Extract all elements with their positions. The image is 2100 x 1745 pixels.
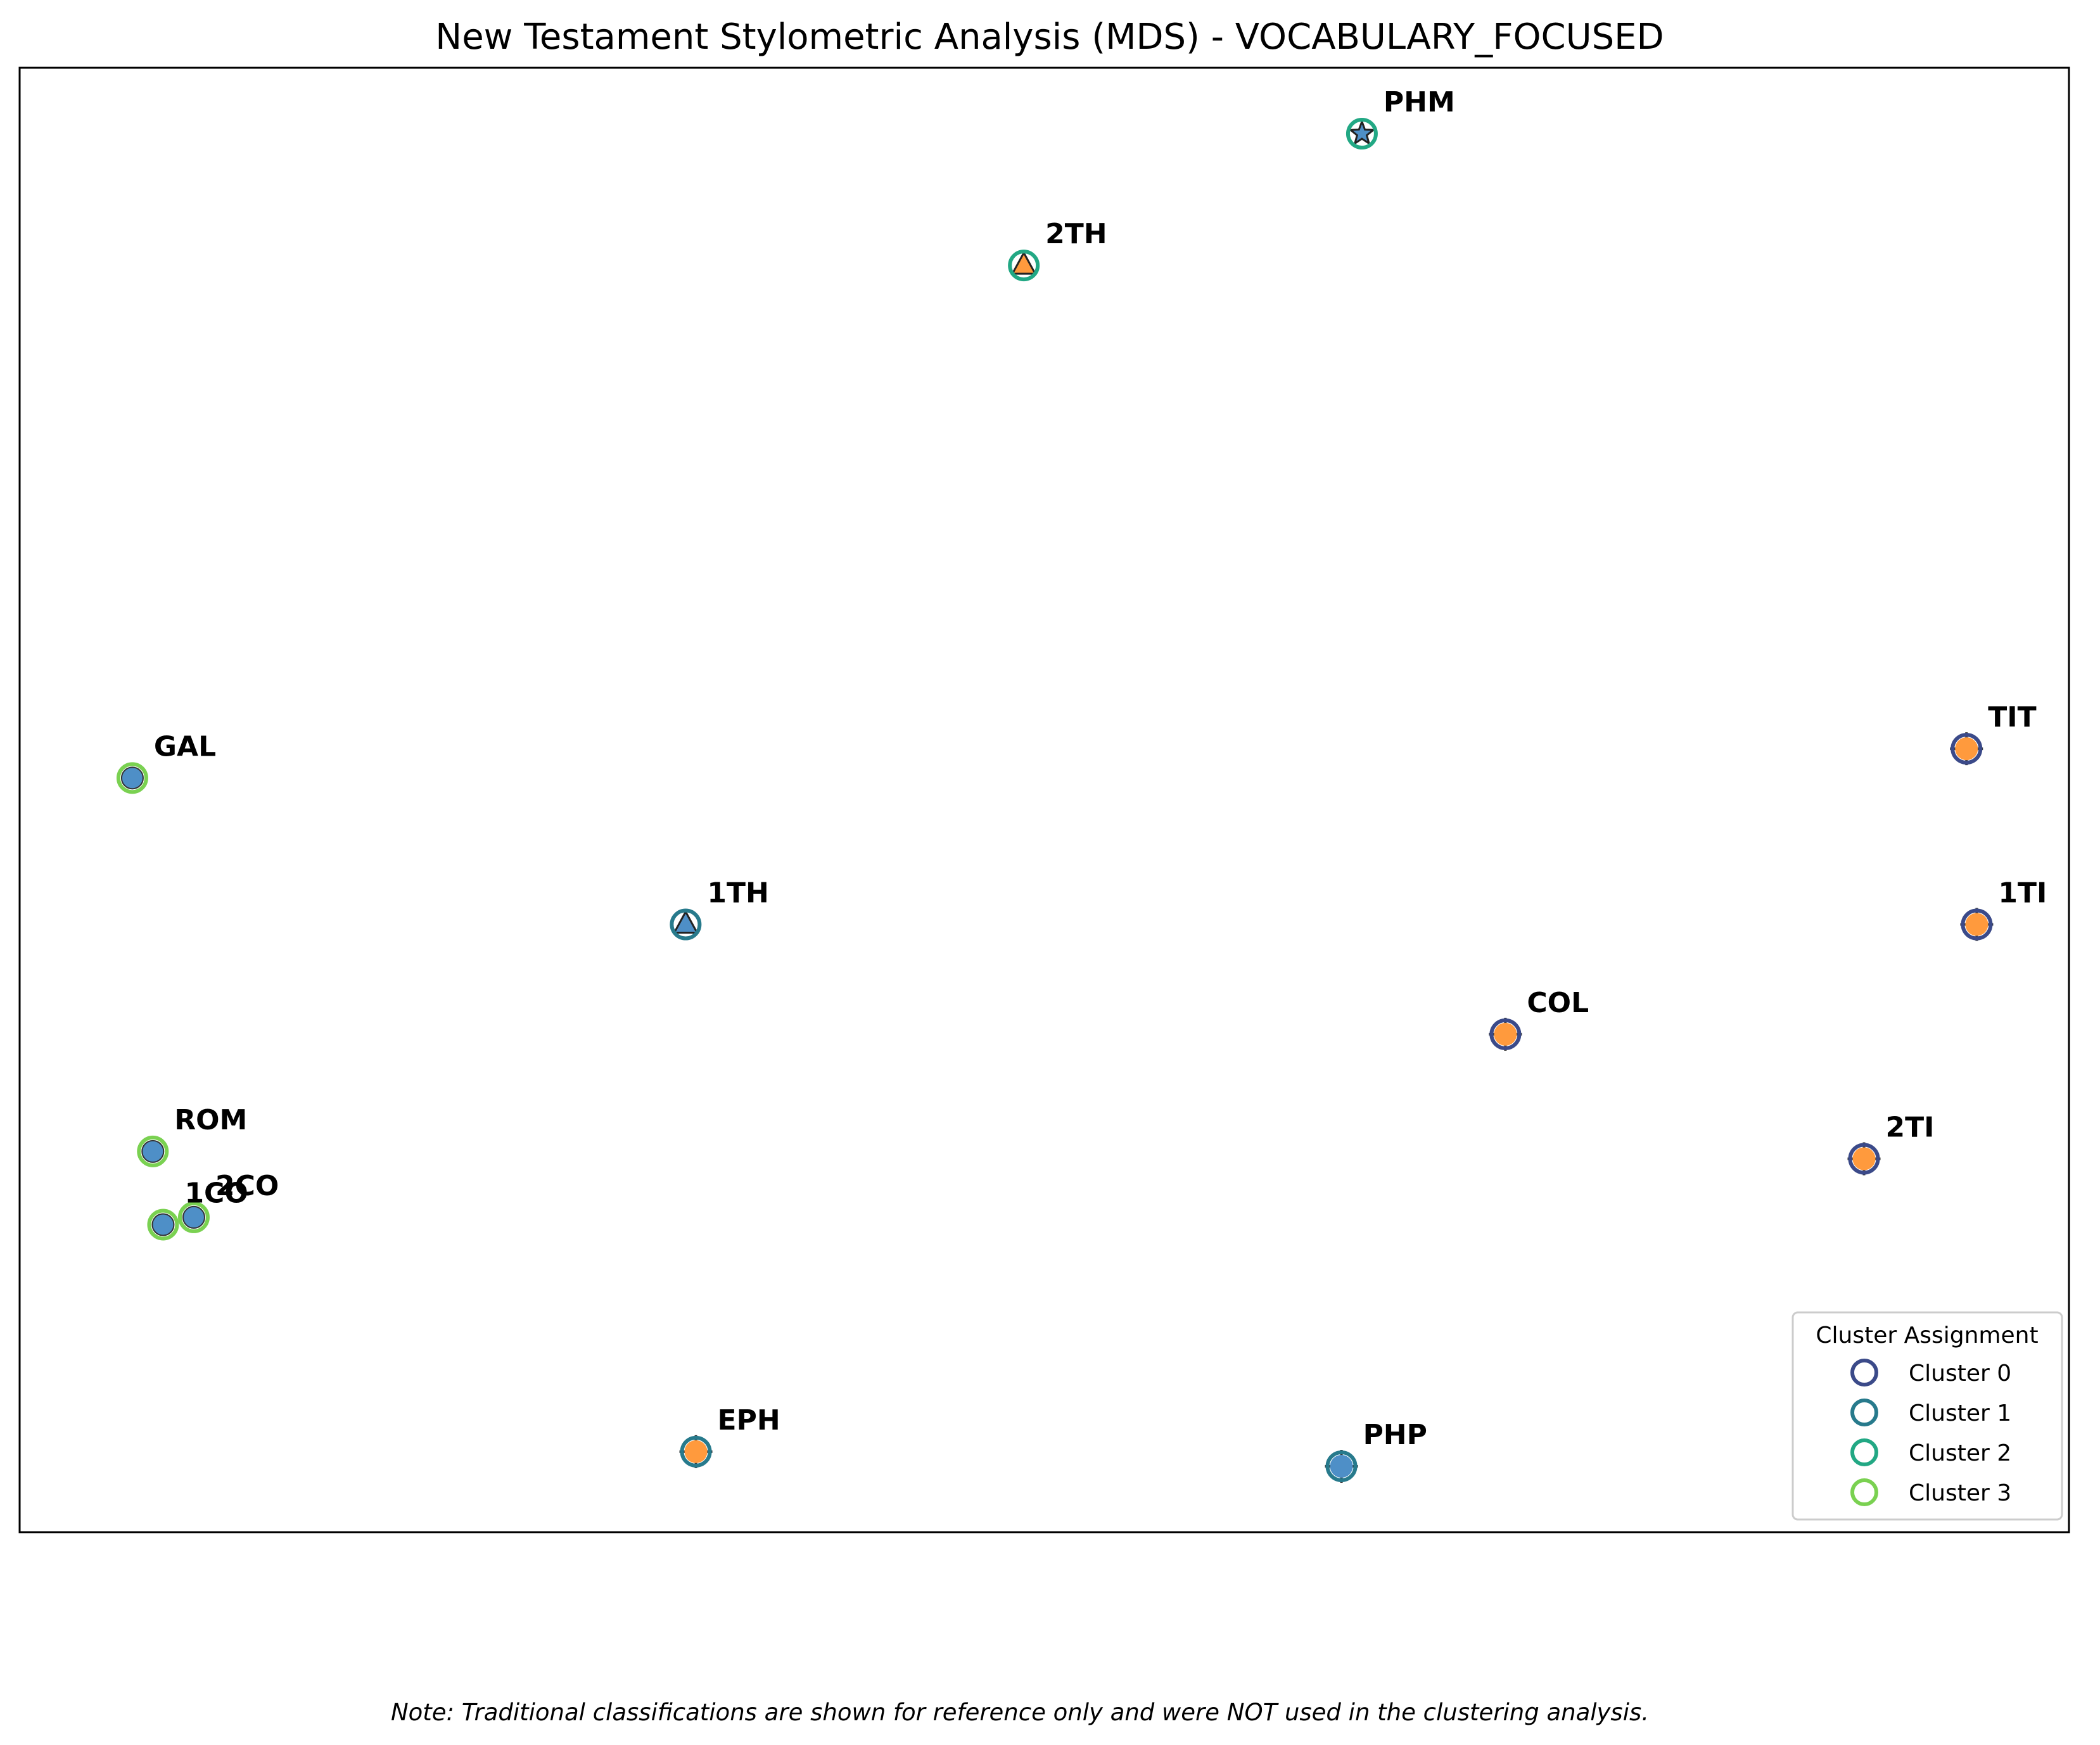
legend-label-cluster-1: Cluster 1 xyxy=(1909,1400,2011,1426)
point-marker-tit xyxy=(1955,737,1978,761)
legend-marker-cluster-1 xyxy=(1850,1399,1878,1426)
cluster-ring-rom xyxy=(137,1135,169,1167)
cluster-ring-1co xyxy=(147,1209,179,1241)
point-label-gal: GAL xyxy=(154,730,216,763)
cluster-ring-1th xyxy=(670,908,702,941)
point-label-2co: 2CO xyxy=(215,1170,279,1202)
plot-area-frame xyxy=(18,67,2070,1533)
point-phm xyxy=(1346,118,1378,150)
point-1ti xyxy=(1960,908,1994,941)
point-label-rom: ROM xyxy=(174,1104,247,1136)
legend-label-cluster-0: Cluster 0 xyxy=(1909,1361,2011,1386)
cluster-ring-gal xyxy=(116,762,148,794)
cluster-ring-2co xyxy=(177,1201,210,1233)
cluster-ring-php xyxy=(1325,1450,1358,1482)
point-label-tit: TIT xyxy=(1988,701,2036,733)
point-marker-1th xyxy=(672,910,699,934)
legend-entries: Cluster 0 Cluster 1 Cluster 2 Cluster 3 xyxy=(1850,1359,2011,1506)
points-layer xyxy=(116,118,1994,1483)
point-1th xyxy=(670,908,702,941)
point-2co xyxy=(177,1201,210,1233)
point-label-eph: EPH xyxy=(718,1404,780,1437)
legend-marker-cluster-3 xyxy=(1850,1478,1878,1506)
point-label-php: PHP xyxy=(1363,1419,1427,1451)
cluster-ring-2th xyxy=(1008,250,1040,282)
point-label-col: COL xyxy=(1527,987,1589,1019)
point-marker-col xyxy=(1494,1022,1517,1046)
point-label-2ti: 2TI xyxy=(1886,1111,1935,1143)
point-marker-php xyxy=(1330,1454,1353,1478)
cluster-ring-eph xyxy=(680,1435,712,1468)
point-gal xyxy=(116,762,148,794)
point-1co xyxy=(147,1209,179,1241)
legend-entry-cluster-1: Cluster 1 xyxy=(1850,1399,2011,1426)
point-php xyxy=(1325,1449,1358,1483)
point-eph xyxy=(679,1435,713,1468)
point-marker-rom xyxy=(141,1139,165,1163)
point-marker-2co xyxy=(182,1205,205,1229)
point-marker-2ti xyxy=(1852,1147,1876,1171)
point-marker-gal xyxy=(120,766,144,790)
point-marker-1co xyxy=(151,1213,175,1236)
legend-title: Cluster Assignment xyxy=(1816,1323,2038,1348)
point-marker-phm xyxy=(1347,118,1377,146)
point-2ti xyxy=(1847,1142,1881,1176)
point-marker-eph xyxy=(684,1440,708,1463)
point-label-1co: 1CO xyxy=(184,1177,248,1209)
point-2th xyxy=(1008,250,1040,282)
cluster-ring-phm xyxy=(1346,118,1378,150)
cluster-ring-1ti xyxy=(1961,908,1993,941)
chart-title: New Testament Stylometric Analysis (MDS)… xyxy=(435,16,1664,58)
point-marker-2th xyxy=(1010,250,1037,275)
point-marker-1ti xyxy=(1965,913,1989,936)
cluster-ring-tit xyxy=(1950,733,1983,765)
point-label-phm: PHM xyxy=(1384,86,1455,118)
legend-marker-cluster-2 xyxy=(1850,1438,1878,1466)
point-col xyxy=(1489,1017,1522,1051)
legend-entry-cluster-3: Cluster 3 xyxy=(1850,1478,2011,1506)
legend-entry-cluster-0: Cluster 0 xyxy=(1850,1359,2011,1386)
legend-entry-cluster-2: Cluster 2 xyxy=(1850,1438,2011,1466)
point-rom xyxy=(137,1135,169,1167)
cluster-ring-col xyxy=(1489,1018,1522,1050)
point-label-1th: 1TH xyxy=(707,877,768,910)
point-label-1ti: 1TI xyxy=(1998,877,2047,910)
legend-label-cluster-3: Cluster 3 xyxy=(1909,1480,2011,1506)
point-tit xyxy=(1950,732,1983,766)
legend-label-cluster-2: Cluster 2 xyxy=(1909,1440,2011,1466)
footnote: Note: Traditional classifications are sh… xyxy=(391,1699,1649,1726)
point-label-2th: 2TH xyxy=(1045,218,1107,250)
legend-box xyxy=(1791,1311,2063,1521)
cluster-ring-2ti xyxy=(1848,1143,1880,1175)
legend-marker-cluster-0 xyxy=(1850,1359,1878,1386)
